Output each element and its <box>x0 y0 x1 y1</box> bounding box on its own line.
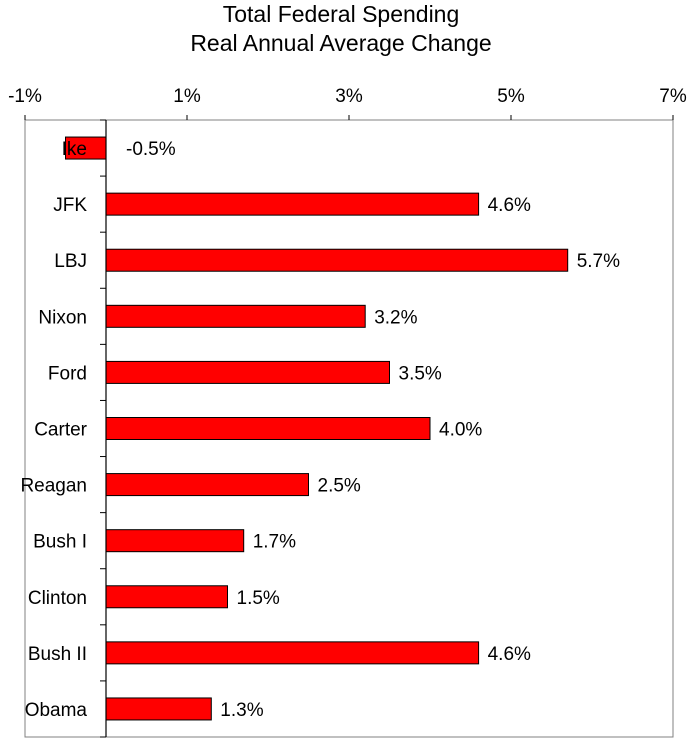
category-label: Bush I <box>33 532 87 553</box>
category-label: Ford <box>48 363 87 384</box>
value-label: 3.5% <box>399 363 442 384</box>
category-label: Bush II <box>28 644 87 665</box>
bar-obama <box>105 697 212 721</box>
category-label: LBJ <box>54 251 87 272</box>
value-label: 2.5% <box>318 476 361 497</box>
chart-subtitle: Real Annual Average Change <box>190 30 491 56</box>
value-label: 1.5% <box>237 588 280 609</box>
category-label: JFK <box>53 195 87 216</box>
value-label: 4.6% <box>488 644 531 665</box>
plot-area: -1% 1% 3% 5% 7% Ike JFK LBJ Nixon Ford Carter Reaga… <box>8 86 687 738</box>
category-label: Carter <box>34 420 87 441</box>
x-tick-label: -1% <box>8 86 42 107</box>
bar-bush-i <box>105 529 245 553</box>
value-label: 4.0% <box>439 420 482 441</box>
value-label: -0.5% <box>126 139 176 160</box>
category-label: Reagan <box>20 476 87 497</box>
value-label: 4.6% <box>488 195 531 216</box>
x-tick-label: 5% <box>497 86 525 107</box>
bar-reagan <box>105 473 309 497</box>
value-label: 3.2% <box>374 307 417 328</box>
x-tick-label: 1% <box>173 86 201 107</box>
category-label: Clinton <box>28 588 87 609</box>
bar-nixon <box>105 304 366 328</box>
x-tick-label: 3% <box>335 86 363 107</box>
bar-clinton <box>105 585 228 609</box>
bar-jfk <box>105 192 480 216</box>
value-label: 1.3% <box>220 700 263 721</box>
bar-carter <box>105 417 431 440</box>
x-tick-label: 7% <box>659 86 687 107</box>
value-label: 1.7% <box>253 532 296 553</box>
value-label: 5.7% <box>577 251 620 272</box>
bar-lbj <box>105 248 569 272</box>
bar-bush-ii <box>105 641 480 665</box>
chart-title: Total Federal Spending <box>223 1 460 27</box>
category-label: Nixon <box>38 307 87 328</box>
bar-ford <box>105 360 390 384</box>
category-label: Ike <box>62 139 87 160</box>
category-label: Obama <box>25 700 88 721</box>
